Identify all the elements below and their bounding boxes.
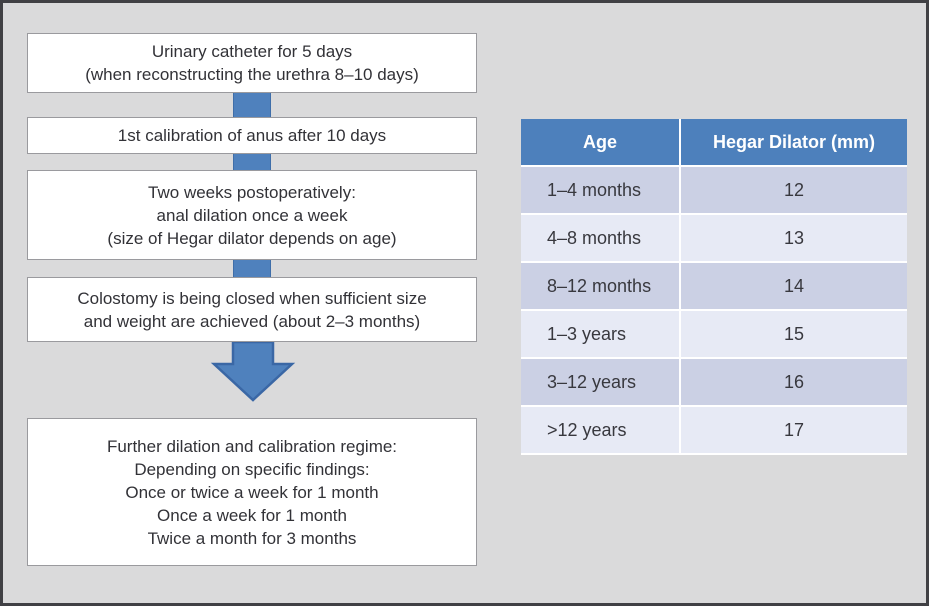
flow-step-line: Further dilation and calibration regime:	[106, 436, 398, 456]
table-cell-age: 3–12 years	[521, 359, 679, 405]
flow-step-line: Once a week for 1 month	[157, 505, 347, 525]
flow-step-line: Once or twice a week for 1 month	[125, 482, 379, 502]
flow-step-line: 1st calibration of anus after 10 days	[117, 126, 387, 145]
flow-step-line: Colostomy is being closed when sufficien…	[77, 288, 427, 308]
down-arrow-shape	[210, 342, 296, 402]
flow-step-urinary-catheter: Urinary catheter for 5 days (when recons…	[27, 33, 477, 93]
table-cell-dilator: 17	[681, 407, 907, 453]
flow-step-first-calibration: 1st calibration of anus after 10 days	[27, 117, 477, 154]
table-cell-age: 1–3 years	[521, 311, 679, 357]
flow-step-anal-dilation: Two weeks postoperatively: anal dilation…	[27, 170, 477, 260]
flow-step-line: and weight are achieved (about 2–3 month…	[83, 311, 421, 331]
table-cell-age: 1–4 months	[521, 167, 679, 213]
flow-step-colostomy-closure: Colostomy is being closed when sufficien…	[27, 277, 477, 342]
flow-step-line: anal dilation once a week	[156, 205, 348, 225]
table-cell-dilator: 14	[681, 263, 907, 309]
table-header-age: Age	[521, 119, 679, 165]
table-cell-dilator: 15	[681, 311, 907, 357]
flow-step-line: Urinary catheter for 5 days	[151, 42, 353, 61]
down-arrow-icon	[210, 342, 296, 402]
table-header-dilator: Hegar Dilator (mm)	[681, 119, 907, 165]
flow-step-line: (when reconstructing the urethra 8–10 da…	[85, 65, 419, 84]
hegar-dilator-table: Age Hegar Dilator (mm) 1–4 months 12 4–8…	[521, 119, 907, 455]
flow-step-line: Twice a month for 3 months	[147, 528, 357, 548]
table-cell-age: 8–12 months	[521, 263, 679, 309]
flow-connector	[233, 152, 271, 172]
flow-step-further-dilation: Further dilation and calibration regime:…	[27, 418, 477, 566]
table-cell-dilator: 13	[681, 215, 907, 261]
table-cell-age: >12 years	[521, 407, 679, 453]
flow-step-line: Depending on specific findings:	[134, 459, 370, 479]
table-cell-dilator: 12	[681, 167, 907, 213]
table-cell-age: 4–8 months	[521, 215, 679, 261]
flow-connector	[233, 258, 271, 279]
flow-step-line: Two weeks postoperatively:	[148, 182, 356, 202]
flow-step-line: (size of Hegar dilator depends on age)	[107, 228, 397, 248]
table-cell-dilator: 16	[681, 359, 907, 405]
flow-connector	[233, 91, 271, 119]
